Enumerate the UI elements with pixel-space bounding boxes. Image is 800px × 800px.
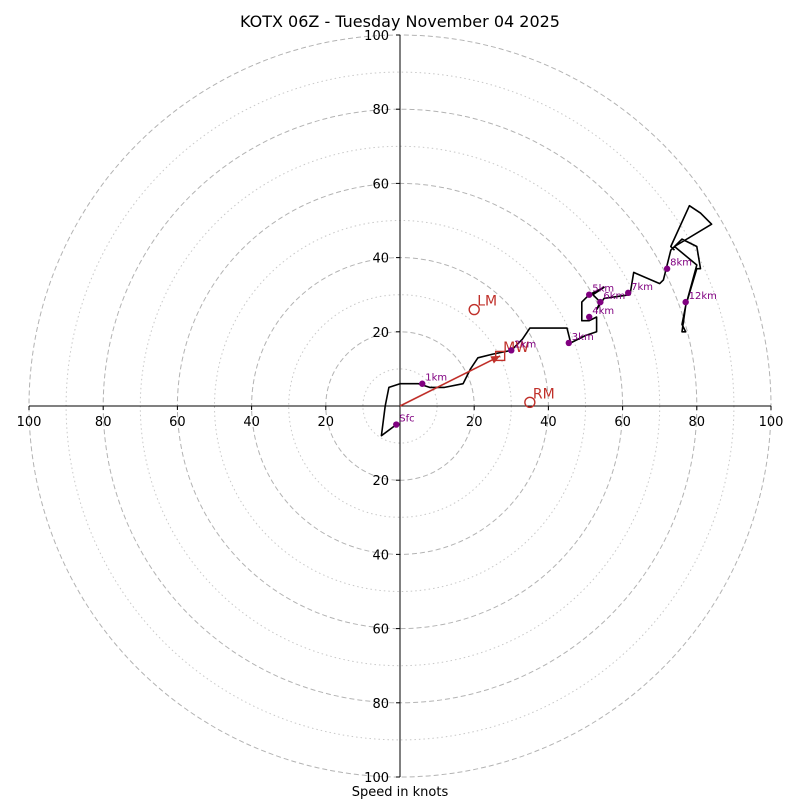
x-tick-label: 80 (689, 415, 706, 430)
height-marker-point (586, 291, 593, 298)
height-marker-point (508, 347, 515, 354)
mean-wind-vector (399, 355, 501, 407)
storm-motion-marker (468, 303, 480, 316)
height-marker-point (586, 313, 593, 321)
height-marker-point (419, 380, 426, 387)
storm-motion-label: RM (533, 386, 555, 402)
height-marker-label: 3km (572, 332, 594, 343)
y-tick-label: 60 (372, 177, 389, 192)
height-marker-label: 12km (689, 291, 717, 302)
height-marker-label: Sfc (399, 414, 414, 425)
chart-title: KOTX 06Z - Tuesday November 04 2025 (240, 12, 560, 31)
y-tick-label: 40 (372, 252, 389, 267)
x-tick-label: 80 (95, 415, 112, 430)
y-tick-label: 40 (372, 548, 389, 563)
hodograph-trace (380, 204, 713, 437)
height-marker-point (682, 298, 689, 306)
y-tick-label: 100 (364, 771, 389, 786)
x-tick-label: 100 (759, 415, 784, 430)
y-tick-label: 20 (372, 474, 389, 489)
x-tick-label: 60 (169, 415, 186, 430)
y-tick-label: 80 (372, 103, 389, 118)
height-marker-label: 5km (592, 284, 614, 295)
y-tick-label: 80 (372, 697, 389, 712)
height-marker-label: 7km (631, 282, 653, 293)
x-tick-label: 100 (17, 415, 42, 430)
tick-labels: 100 80 60 40 20 20 40 60 80 100 100 80 60 40 20 20 40 60 8… (17, 29, 784, 786)
x-axis-label: Speed in knots (352, 785, 449, 800)
height-marker-label: 4km (592, 306, 614, 317)
height-marker-point (565, 339, 573, 347)
height-marker-label: 6km (603, 291, 625, 302)
y-tick-label: 20 (372, 326, 389, 341)
storm-motion-marker (524, 396, 536, 408)
height-marker-point (624, 289, 632, 297)
y-tick-label: 60 (372, 623, 389, 638)
height-marker-label: 2km (514, 339, 536, 350)
height-marker-point (663, 265, 671, 272)
x-tick-label: 20 (466, 415, 483, 430)
storm-motion-label: LM (477, 294, 497, 310)
height-marker-point (597, 298, 604, 306)
x-tick-label: 60 (614, 415, 631, 430)
x-tick-label: 40 (540, 415, 557, 430)
x-tick-label: 20 (318, 415, 335, 430)
x-tick-label: 40 (243, 415, 260, 430)
mean-wind-marker (494, 350, 506, 362)
height-marker-label: 1km (425, 373, 447, 384)
height-marker-label: 8km (670, 258, 692, 269)
y-tick-label: 100 (364, 29, 389, 44)
height-marker-point (393, 421, 400, 428)
